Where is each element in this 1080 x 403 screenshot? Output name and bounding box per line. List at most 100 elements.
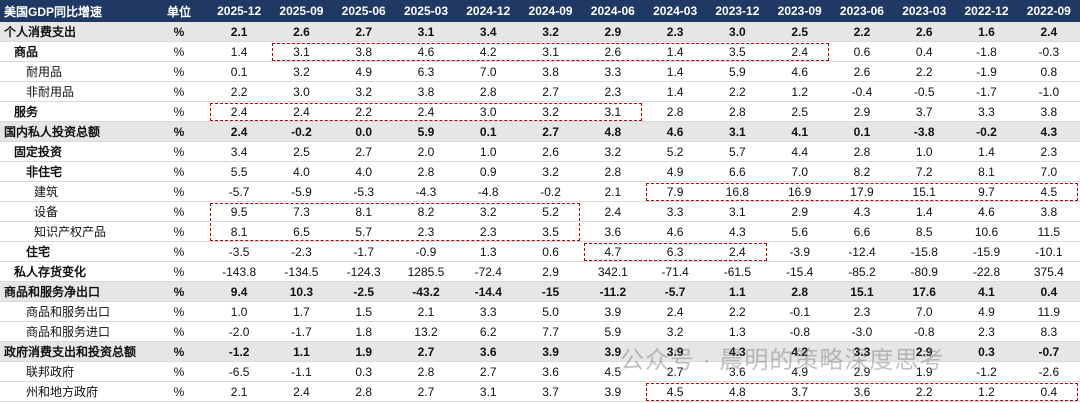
header-cell: 2024-06 xyxy=(581,0,644,22)
value-cell: 4.6 xyxy=(955,201,1018,222)
value-cell: 4.4 xyxy=(768,141,831,162)
value-cell: 17.9 xyxy=(830,181,894,202)
table-row: 服务% 2.4 2.4 2.2 2.4 3.0 3.2 3.1 2.8 2.8 2.5 2.9 3.7 3… xyxy=(0,101,1080,122)
value-cell: -0.8 xyxy=(893,321,956,342)
unit-cell: % xyxy=(150,341,208,362)
value-cell: 6.6 xyxy=(706,161,769,182)
header-cell: 2024-03 xyxy=(643,0,707,22)
table-row: 商品和服务净出口% 9.4 10.3 -2.5 -43.2 -14.4 -15 -11.2 -5… xyxy=(0,281,1080,302)
value-cell: 4.6 xyxy=(643,121,707,142)
value-cell: 9.5 xyxy=(208,201,271,222)
value-cell: 5.6 xyxy=(768,221,831,242)
value-cell: 0.0 xyxy=(332,121,395,142)
value-cell: 2.3 xyxy=(394,221,458,242)
value-cell: 1.5 xyxy=(332,301,395,322)
value-cell: -1.2 xyxy=(955,361,1018,382)
table-row: 商品% 1.4 3.1 3.8 4.6 4.2 3.1 2.6 1.4 3.5 2.4 0.6 0.4-… xyxy=(0,41,1080,62)
value-cell: 2.7 xyxy=(332,141,395,162)
value-cell: 3.2 xyxy=(519,22,582,42)
header-cell: 2024-09 xyxy=(519,0,582,22)
unit-cell: % xyxy=(150,381,208,402)
unit-cell: % xyxy=(150,281,208,302)
value-cell: -71.4 xyxy=(643,261,707,282)
value-cell: 1.8 xyxy=(332,321,395,342)
value-cell: -143.8 xyxy=(208,261,271,282)
value-cell: 3.6 xyxy=(581,221,644,242)
value-cell: 2.6 xyxy=(270,22,333,42)
value-cell: 7.0 xyxy=(1017,161,1080,182)
value-cell: -85.2 xyxy=(830,261,894,282)
row-label: 个人消费支出 xyxy=(0,22,150,42)
value-cell: -5.9 xyxy=(270,181,333,202)
value-cell: 3.2 xyxy=(643,321,707,342)
table-row: 知识产权产品% 8.1 6.5 5.7 2.3 2.3 3.5 3.6 4.6 4.3 5.6 6.6… xyxy=(0,221,1080,242)
value-cell: -2.3 xyxy=(270,241,333,262)
value-cell: -0.2 xyxy=(519,181,582,202)
value-cell: 1.1 xyxy=(706,281,769,302)
value-cell: 0.3 xyxy=(955,341,1018,362)
value-cell: 5.7 xyxy=(332,221,395,242)
value-cell: 2.2 xyxy=(706,301,769,322)
row-label: 私人存货变化 xyxy=(0,261,150,282)
value-cell: 7.2 xyxy=(893,161,956,182)
value-cell: 3.0 xyxy=(270,81,333,102)
header-row: 美国GDP同比增速 单位 2025-12 2025-09 2025-06 2025-03 2… xyxy=(0,0,1080,22)
value-cell: 2.7 xyxy=(457,361,520,382)
value-cell: -0.4 xyxy=(830,81,894,102)
value-cell: 2.2 xyxy=(893,61,956,82)
row-label: 商品和服务出口 xyxy=(0,301,150,322)
value-cell: 2.4 xyxy=(581,201,644,222)
row-label: 商品 xyxy=(0,41,150,62)
value-cell: -0.3 xyxy=(1017,41,1080,62)
value-cell: 2.5 xyxy=(768,101,831,122)
value-cell: -0.5 xyxy=(893,81,956,102)
value-cell: 3.3 xyxy=(955,101,1018,122)
unit-cell: % xyxy=(150,361,208,382)
value-cell: 1.7 xyxy=(270,301,333,322)
value-cell: 3.6 xyxy=(519,361,582,382)
value-cell: -1.1 xyxy=(270,361,333,382)
value-cell: 1.2 xyxy=(955,381,1018,402)
value-cell: 5.5 xyxy=(208,161,271,182)
value-cell: 13.2 xyxy=(394,321,458,342)
value-cell: -4.8 xyxy=(457,181,520,202)
table-row: 非耐用品% 2.2 3.0 3.2 3.8 2.8 2.7 2.3 1.4 2.2 1.2 -0.4-… xyxy=(0,81,1080,102)
value-cell: 3.1 xyxy=(519,41,582,62)
value-cell: -15.4 xyxy=(768,261,831,282)
value-cell: 5.2 xyxy=(519,201,582,222)
value-cell: 3.7 xyxy=(893,101,956,122)
unit-cell: % xyxy=(150,221,208,242)
value-cell: -11.2 xyxy=(581,281,644,302)
value-cell: 2.8 xyxy=(643,101,707,122)
value-cell: 1.0 xyxy=(457,141,520,162)
unit-cell: % xyxy=(150,41,208,62)
value-cell: 3.2 xyxy=(581,141,644,162)
value-cell: 3.1 xyxy=(394,22,458,42)
table-row: 固定投资% 3.4 2.5 2.7 2.0 1.0 2.6 3.2 5.2 5.7 4.4 2.8 1.… xyxy=(0,141,1080,162)
value-cell: -5.7 xyxy=(643,281,707,302)
value-cell: -14.4 xyxy=(457,281,520,302)
value-cell: 2.2 xyxy=(893,381,956,402)
value-cell: -1.7 xyxy=(955,81,1018,102)
value-cell: 5.7 xyxy=(706,141,769,162)
value-cell: 1.4 xyxy=(955,141,1018,162)
table-row: 个人消费支出% 2.1 2.6 2.7 3.1 3.4 3.2 2.9 2.3 3.0 2.5 2.2… xyxy=(0,22,1080,42)
value-cell: -5.7 xyxy=(208,181,271,202)
value-cell: 3.8 xyxy=(394,81,458,102)
value-cell: 2.1 xyxy=(208,22,271,42)
value-cell: 2.0 xyxy=(394,141,458,162)
row-label: 服务 xyxy=(0,101,150,122)
value-cell: 4.6 xyxy=(768,61,831,82)
value-cell: 7.0 xyxy=(893,301,956,322)
header-cell: 单位 xyxy=(150,0,208,22)
value-cell: 5.0 xyxy=(519,301,582,322)
value-cell: 4.7 xyxy=(581,241,644,262)
value-cell: 3.2 xyxy=(519,101,582,122)
value-cell: 15.1 xyxy=(830,281,894,302)
unit-cell: % xyxy=(150,261,208,282)
unit-cell: % xyxy=(150,181,208,202)
value-cell: 2.8 xyxy=(768,281,831,302)
row-label: 知识产权产品 xyxy=(0,221,150,242)
value-cell: 3.8 xyxy=(1017,101,1080,122)
value-cell: -0.1 xyxy=(768,301,831,322)
